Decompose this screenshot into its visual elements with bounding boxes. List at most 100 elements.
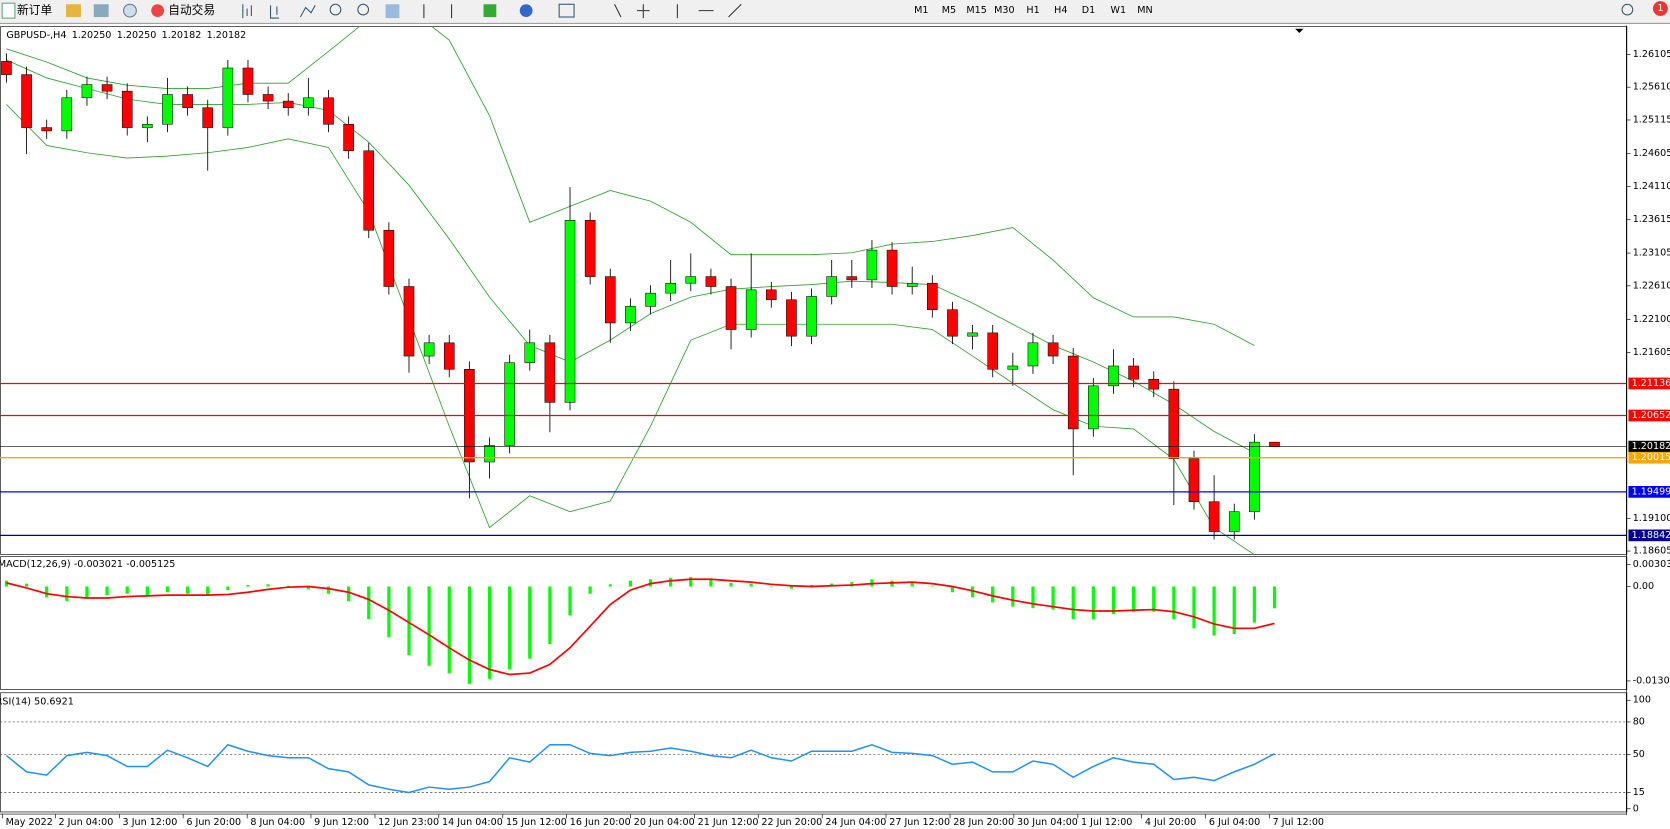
x-tick-label: 2 Jun 04:00 bbox=[59, 817, 114, 828]
price-level-box bbox=[1628, 409, 1670, 422]
candle-body bbox=[303, 97, 314, 108]
candle-body bbox=[443, 342, 455, 370]
bollinger-upper bbox=[6, 26, 1255, 346]
candle-body bbox=[81, 84, 93, 99]
notifications[interactable] bbox=[1652, 1, 1668, 16]
macd-bar bbox=[970, 586, 975, 598]
candle-body bbox=[705, 276, 717, 287]
candle-body bbox=[725, 286, 737, 330]
candle-body bbox=[343, 124, 354, 152]
macd-bar bbox=[1051, 586, 1055, 610]
macd-bar bbox=[1212, 586, 1216, 636]
candle-body bbox=[524, 342, 536, 363]
candle-body bbox=[1, 61, 12, 75]
candle-body bbox=[625, 306, 636, 324]
x-tick-label: 12 Jun 23:00 bbox=[378, 817, 439, 828]
macd-signal bbox=[6, 578, 1275, 676]
indicators[interactable] bbox=[483, 4, 497, 18]
candle-body bbox=[1228, 511, 1240, 532]
macd-bar bbox=[286, 585, 290, 587]
search[interactable] bbox=[1621, 3, 1634, 16]
macd-bar bbox=[689, 577, 693, 587]
macd-bar bbox=[1011, 586, 1015, 607]
macd-bar bbox=[1091, 586, 1095, 619]
y-tick-label: 50 bbox=[1633, 749, 1645, 760]
timeframe-button[interactable]: D1 bbox=[1082, 5, 1095, 16]
macd-bar bbox=[206, 586, 210, 596]
timeframes: M1 M5 M15 M30 H1 H4 D1 W1 MN bbox=[914, 5, 1153, 16]
candle-body bbox=[967, 332, 978, 337]
timeframe-button[interactable]: M1 bbox=[914, 5, 928, 16]
candle-body bbox=[1249, 441, 1260, 512]
candle-body bbox=[363, 150, 375, 231]
indicator-name: RSI(14) bbox=[0, 696, 31, 707]
new-order-button[interactable]: 新订单 bbox=[1, 2, 52, 19]
macd-bar bbox=[185, 586, 190, 594]
icon[interactable] bbox=[93, 4, 109, 18]
macd-bar bbox=[125, 586, 129, 594]
macd-bar bbox=[407, 586, 411, 656]
candle-body bbox=[1027, 342, 1039, 367]
candle-body bbox=[484, 445, 495, 463]
x-tick-label: 16 Jun 20:00 bbox=[570, 817, 631, 828]
icon[interactable] bbox=[123, 3, 137, 18]
tile[interactable] bbox=[385, 4, 400, 19]
y-tick-label: 15 bbox=[1633, 787, 1645, 798]
macd-bar bbox=[1252, 586, 1256, 623]
macd-bar bbox=[165, 586, 170, 593]
candle-body bbox=[947, 309, 958, 337]
candle-body bbox=[1208, 501, 1220, 532]
candle-body bbox=[766, 289, 777, 301]
macd-bar bbox=[45, 586, 49, 598]
candle-body bbox=[1067, 355, 1079, 430]
candle-body bbox=[927, 282, 938, 310]
candle-body bbox=[61, 97, 73, 132]
timeframe-button[interactable]: M15 bbox=[966, 5, 986, 16]
pane-frame bbox=[0, 26, 1628, 555]
price-level-label: 1.19499 bbox=[1632, 486, 1670, 497]
timeframe-button[interactable]: H4 bbox=[1054, 5, 1067, 16]
macd-bar bbox=[729, 582, 733, 587]
zoom-out[interactable] bbox=[357, 3, 370, 16]
candle-body bbox=[1128, 365, 1139, 380]
candle-body bbox=[222, 67, 234, 128]
y-tick-label: -0.013094 bbox=[1633, 675, 1670, 686]
timeframe-button[interactable]: MN bbox=[1137, 5, 1152, 16]
candle-body bbox=[101, 84, 113, 92]
macd-bar bbox=[1031, 586, 1035, 609]
y-tick-label: 1.25610 bbox=[1633, 82, 1670, 93]
templates[interactable] bbox=[558, 3, 575, 18]
macd-bar bbox=[105, 586, 109, 596]
macd-bar bbox=[628, 580, 633, 587]
auto-trading-button[interactable]: 自动交易 bbox=[151, 3, 215, 17]
indicator-value: -0.003021 bbox=[74, 559, 123, 570]
icon[interactable] bbox=[66, 4, 81, 18]
toolbar: 新订单 自动交易 M1 M5 M15 M30 H1 H4 D1 W1 MN 1 bbox=[0, 0, 1670, 24]
x-tick-label: 6 Jun 20:00 bbox=[186, 817, 241, 828]
candle-body bbox=[604, 276, 616, 324]
y-tick-label: 1.21605 bbox=[1633, 347, 1670, 358]
candle-body bbox=[826, 276, 837, 297]
chart-type-icons[interactable] bbox=[242, 4, 316, 19]
candle-body bbox=[584, 220, 596, 277]
timeframe-button[interactable]: W1 bbox=[1111, 5, 1127, 16]
periods[interactable] bbox=[519, 4, 533, 18]
x-tick-label: 9 Jun 12:00 bbox=[314, 817, 369, 828]
y-tick-label: 1.26105 bbox=[1633, 49, 1670, 60]
timeframe-button[interactable]: M5 bbox=[942, 5, 956, 16]
timeframe-button[interactable]: M30 bbox=[994, 5, 1014, 16]
macd-bar bbox=[950, 586, 955, 593]
zoom-in[interactable] bbox=[329, 3, 342, 16]
chart: 1.26105 1.25610 1.25115 1.24605 1.24110 1.236… bbox=[0, 25, 1670, 828]
y-tick-label: 1.23105 bbox=[1633, 248, 1670, 259]
tool-icons[interactable] bbox=[423, 3, 742, 19]
candle-body bbox=[1168, 388, 1180, 459]
candle-body bbox=[142, 124, 153, 128]
macd-bar bbox=[387, 586, 391, 637]
macd-bar bbox=[910, 582, 914, 587]
bollinger-lower bbox=[6, 104, 1255, 555]
x-tick-label: 3 Jun 12:00 bbox=[123, 817, 178, 828]
timeframe-button[interactable]: H1 bbox=[1026, 5, 1039, 16]
indicator-name: MACD(12,26,9) bbox=[0, 559, 71, 570]
candle-body bbox=[886, 249, 898, 287]
